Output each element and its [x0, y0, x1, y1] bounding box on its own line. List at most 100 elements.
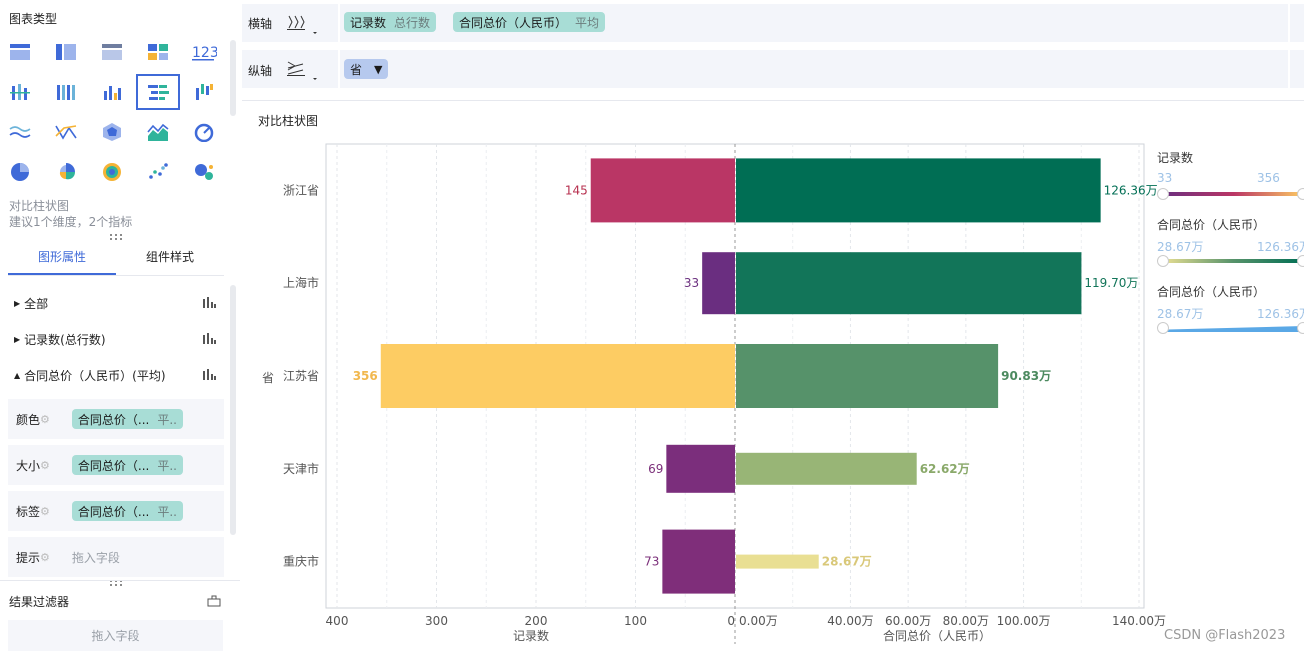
bar-chart-small-icon[interactable]	[202, 332, 216, 347]
size-field-pill[interactable]: 合同总价（... 平..	[71, 455, 183, 475]
color-field-pill[interactable]: 合同总价（... 平..	[71, 409, 183, 429]
legend-item: 合同总价（人民币） 28.67万 126.36万	[1157, 283, 1304, 350]
axis-sort-icon[interactable]	[286, 58, 322, 86]
column-chart-icon[interactable]	[92, 76, 132, 108]
x-axis-title-right: 合同总价（人民币）	[883, 628, 991, 643]
x-axis-label: 横轴	[248, 17, 273, 31]
prop-color: 颜色 ⚙ 合同总价（... 平..	[8, 399, 224, 439]
table-icon[interactable]	[0, 36, 40, 68]
right-bar	[736, 452, 917, 485]
detail-table-icon[interactable]	[92, 36, 132, 68]
kpi-number-icon[interactable]: 123	[184, 36, 224, 68]
line-chart-icon[interactable]	[0, 116, 40, 148]
x-axis-shelf: 横轴 记录数 总行数 合同总价（人民币） 平均	[242, 4, 1304, 42]
settings-icon[interactable]: ⚙	[40, 458, 50, 472]
pill-sub: 平..	[157, 458, 177, 473]
gauge-chart-icon[interactable]	[184, 116, 224, 148]
area-chart-icon[interactable]	[138, 116, 178, 148]
settings-icon[interactable]: ⚙	[40, 504, 50, 518]
x-axis-title-left: 记录数	[513, 628, 549, 643]
pill-label: 合同总价（...	[77, 504, 150, 519]
y-axis-title: 省	[262, 371, 274, 385]
prop-size: 大小 ⚙ 合同总价（... 平..	[8, 445, 224, 485]
legend-range-handle[interactable]	[1157, 322, 1169, 334]
scatter-chart-icon[interactable]	[138, 156, 178, 188]
radar-chart-icon[interactable]	[92, 116, 132, 148]
legend-range-handle[interactable]	[1297, 255, 1304, 267]
filter-settings-icon[interactable]	[207, 593, 221, 612]
legend-min: 28.67万	[1157, 307, 1204, 321]
right-value-label: 126.36万	[1104, 183, 1158, 197]
property-scrollbar[interactable]	[230, 285, 236, 535]
right-bar	[736, 554, 819, 569]
left-value-label: 69	[648, 462, 663, 476]
tree-item-label: 全部	[24, 296, 49, 311]
x-field-pill-contract-price[interactable]: 合同总价（人民币） 平均	[453, 12, 606, 32]
sunburst-chart-icon[interactable]	[92, 156, 132, 188]
category-label: 上海市	[283, 275, 319, 290]
x-tick-label-right: 100.00万	[997, 614, 1051, 628]
left-bar	[666, 444, 735, 493]
selected-chart-name: 对比柱状图	[9, 199, 70, 213]
legend-range-handle[interactable]	[1157, 255, 1169, 267]
stacked-column-icon[interactable]	[46, 76, 86, 108]
x-tick-label-right: 140.00万	[1112, 614, 1166, 628]
left-bar	[590, 158, 735, 223]
grouped-bar-icon[interactable]	[0, 76, 40, 108]
legend-item: 记录数 33 356	[1157, 149, 1304, 216]
tab-component-style[interactable]: 组件样式	[145, 250, 194, 264]
label-field-pill[interactable]: 合同总价（... 平..	[71, 501, 183, 521]
filter-drop-zone[interactable]: 拖入字段	[8, 620, 223, 651]
left-panel: 图表类型 123 对比柱状图 建议1个维度，2个指标 图形属性 组件样式	[0, 0, 240, 651]
filter-icon[interactable]: ▼	[374, 62, 383, 76]
property-tree: ▶ 全部 ▶ 记录数(总行数) ▲ 合同总价（人民币）(平均)	[0, 285, 232, 393]
pill-label: 合同总价（...	[77, 412, 150, 427]
pie-chart-icon[interactable]	[0, 156, 40, 188]
axis-sort-icon[interactable]	[286, 12, 322, 40]
dashboard-grid-icon[interactable]	[138, 36, 178, 68]
resize-handle-icon[interactable]	[108, 573, 124, 586]
legend-gradient-bar	[1163, 192, 1304, 196]
comparison-bar-icon[interactable]	[136, 74, 180, 110]
caret-right-icon: ▶	[14, 334, 21, 344]
x-tick-label-right: 60.00万	[885, 614, 931, 628]
watermark: CSDN @Flash2023	[1164, 628, 1286, 643]
right-value-label: 28.67万	[822, 555, 872, 569]
x-tick-label-right: 0.00万	[739, 614, 778, 628]
bar-chart-small-icon[interactable]	[202, 296, 216, 311]
tree-item-all[interactable]: ▶ 全部	[0, 285, 232, 321]
prop-tooltip: 提示 ⚙ 拖入字段	[8, 537, 224, 577]
resize-handle-icon[interactable]	[108, 227, 124, 240]
legend-range-handle[interactable]	[1297, 188, 1304, 200]
x-tick-label-left: 0	[727, 614, 735, 628]
settings-icon[interactable]: ⚙	[40, 412, 50, 426]
pill-sub: 平均	[575, 15, 600, 30]
tooltip-drop-zone[interactable]: 拖入字段	[71, 550, 120, 565]
chart-title: 对比柱状图	[258, 114, 319, 128]
rose-chart-icon[interactable]	[46, 156, 86, 188]
parallel-line-icon[interactable]	[46, 116, 86, 148]
legend-range-handle[interactable]	[1157, 188, 1169, 200]
category-label: 重庆市	[283, 554, 319, 569]
tree-item-record-count[interactable]: ▶ 记录数(总行数)	[0, 321, 232, 357]
right-value-label: 90.83万	[1001, 369, 1051, 383]
tab-graphic-properties[interactable]: 图形属性	[8, 240, 116, 275]
x-field-pill-record-count[interactable]: 记录数 总行数	[344, 12, 437, 32]
settings-icon[interactable]: ⚙	[40, 550, 50, 564]
legend-item: 合同总价（人民币） 28.67万 126.36万	[1157, 216, 1304, 283]
tree-item-contract-price[interactable]: ▲ 合同总价（人民币）(平均)	[0, 357, 232, 393]
cross-table-icon[interactable]	[46, 36, 86, 68]
right-value-label: 62.62万	[920, 462, 970, 476]
range-bar-icon[interactable]	[184, 76, 224, 108]
legend-range-handle[interactable]	[1297, 322, 1304, 334]
y-field-pill-province[interactable]: 省 ▼	[344, 59, 389, 79]
left-bar	[380, 344, 735, 408]
chart-type-scrollbar[interactable]	[230, 40, 236, 116]
bubble-chart-icon[interactable]	[184, 156, 224, 188]
divider	[338, 4, 340, 42]
left-value-label: 73	[644, 555, 659, 569]
prop-label: 大小	[16, 458, 41, 473]
property-rows: 颜色 ⚙ 合同总价（... 平.. 大小 ⚙ 合同总价（... 平.. 标签 ⚙ 合…	[0, 399, 232, 583]
prop-label-row: 标签 ⚙ 合同总价（... 平..	[8, 491, 224, 531]
bar-chart-small-icon[interactable]	[202, 368, 216, 383]
